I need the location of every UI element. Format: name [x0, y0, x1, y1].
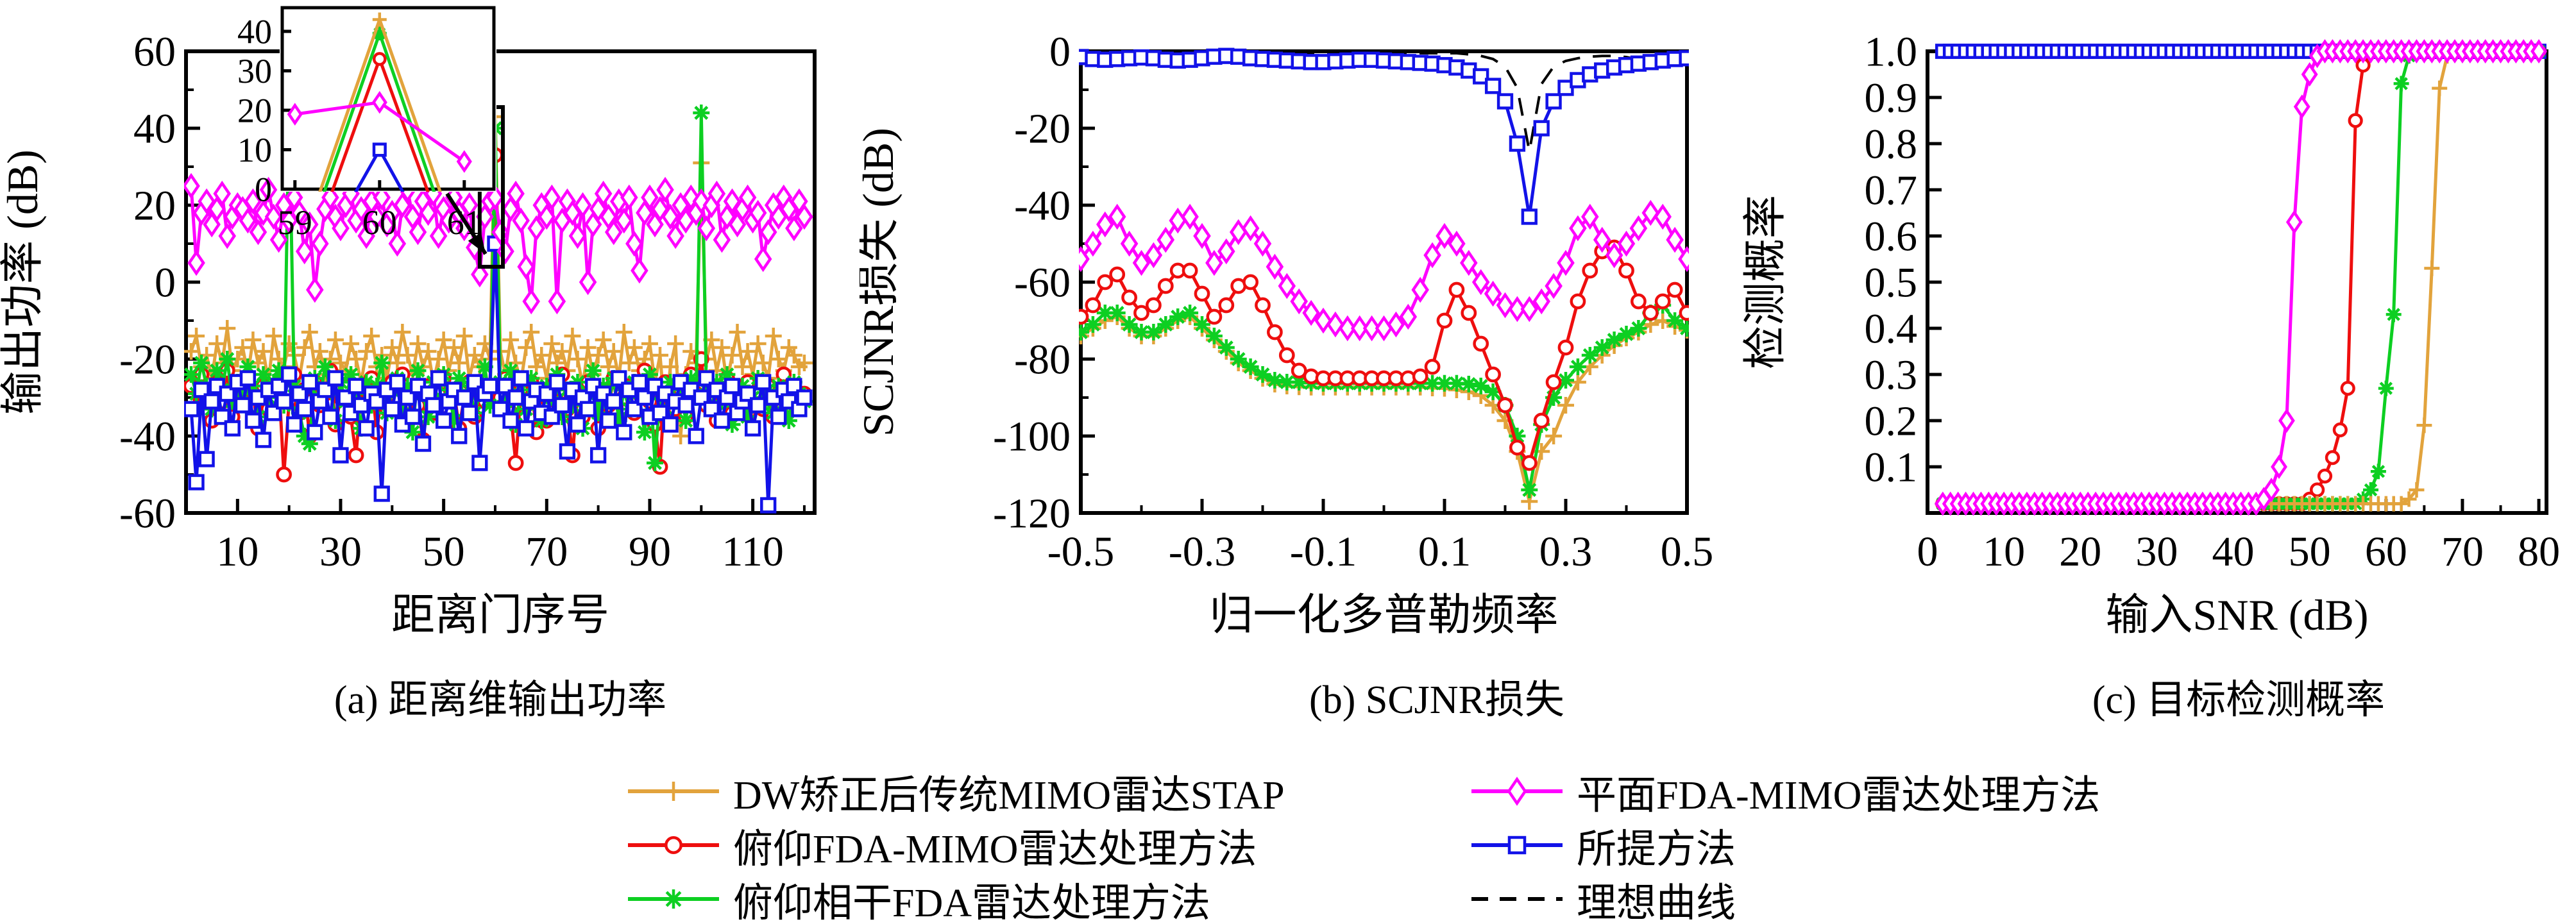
svg-text:输出功率 (dB): 输出功率 (dB): [0, 149, 47, 415]
legend-label-st: 所提方法: [1577, 828, 1736, 871]
chart-a-canvas: 10 30 50 70 90 110 -60 -40 -20 0 20 40 60 距离门序号 输出功率 (…: [0, 5, 817, 639]
svg-text:80: 80: [2518, 528, 2560, 575]
svg-text:-40: -40: [1014, 182, 1071, 229]
caption-c: (c) 目标检测概率: [2092, 678, 2385, 722]
svg-text:10: 10: [1983, 528, 2025, 575]
svg-text:30: 30: [319, 528, 362, 575]
svg-text:40: 40: [2212, 528, 2255, 575]
svg-text:SCJNR损失 (dB): SCJNR损失 (dB): [860, 128, 902, 437]
svg-text:-0.5: -0.5: [1047, 528, 1114, 575]
svg-text:0.2: 0.2: [1865, 398, 1918, 444]
legend-item-ideal: 理想曲线: [1469, 872, 2100, 924]
chart-b-canvas: -0.5 -0.3 -0.1 0.1 0.3 0.5 -120 -100 -80 -60 -40 -2…: [860, 28, 1714, 639]
chart-c-canvas: 0 10 20 30 40 50 60 70 800.10.20.30.40.50.60.70.…: [1741, 28, 2560, 639]
legend-label-fyxg: 俯仰相干FDA雷达处理方法: [733, 882, 1211, 924]
svg-text:40: 40: [133, 105, 176, 152]
svg-text:40: 40: [237, 12, 272, 51]
svg-text:-60: -60: [1014, 259, 1071, 306]
svg-text:50: 50: [423, 528, 465, 575]
svg-text:0: 0: [255, 170, 272, 208]
dw-line-sample-icon: [628, 782, 719, 801]
svg-text:-0.3: -0.3: [1169, 528, 1235, 575]
svg-text:50: 50: [2289, 528, 2331, 575]
svg-text:距离门序号: 距离门序号: [391, 591, 609, 639]
legend-item-pm: 平面FDA-MIMO雷达处理方法: [1469, 764, 2100, 818]
svg-text:-40: -40: [119, 413, 176, 460]
svg-text:60: 60: [362, 203, 397, 242]
svg-text:-100: -100: [993, 413, 1071, 460]
svg-text:-0.1: -0.1: [1290, 528, 1357, 575]
svg-text:0: 0: [1917, 528, 1938, 575]
svg-text:0.5: 0.5: [1865, 259, 1918, 306]
caption-b: (b) SCJNR损失: [1309, 678, 1564, 722]
svg-text:90: 90: [629, 528, 671, 575]
pm-line-sample-icon: [1471, 777, 1563, 806]
svg-text:10: 10: [237, 131, 272, 169]
svg-text:70: 70: [2441, 528, 2484, 575]
svg-text:归一化多普勒频率: 归一化多普勒频率: [1209, 591, 1558, 639]
svg-text:-80: -80: [1014, 336, 1071, 383]
svg-text:0: 0: [155, 259, 176, 306]
legend-label-fyfda: 俯仰FDA-MIMO雷达处理方法: [733, 828, 1257, 871]
legend-item-st: 所提方法: [1469, 818, 2100, 872]
svg-text:20: 20: [237, 91, 272, 130]
legend-label-dw: DW矫正后传统MIMO雷达STAP: [733, 774, 1285, 818]
svg-text:20: 20: [2059, 528, 2101, 575]
legend-item-fyfda: 俯仰FDA-MIMO雷达处理方法: [625, 818, 1285, 872]
caption-a: (a) 距离维输出功率: [334, 678, 667, 722]
chart-range-output-power: 10 30 50 70 90 110 -60 -40 -20 0 20 40 60 距离门序号 输出功率 (…: [0, 0, 859, 737]
fyfda-line-sample-icon: [628, 836, 719, 854]
chart-scjnr-loss: -0.5 -0.3 -0.1 0.1 0.3 0.5 -120 -100 -80 -60 -40 -2…: [860, 0, 1718, 737]
svg-text:检测概率: 检测概率: [1741, 195, 1790, 369]
svg-text:0.7: 0.7: [1865, 167, 1918, 214]
st-line-sample-icon: [1471, 836, 1563, 855]
svg-text:输入SNR (dB): 输入SNR (dB): [2106, 591, 2369, 639]
fyxg-line-sample-icon: [628, 889, 719, 909]
legend-column-right: 平面FDA-MIMO雷达处理方法 所提方法 理想曲线: [1469, 764, 2100, 924]
svg-text:0.3: 0.3: [1539, 528, 1593, 575]
svg-text:60: 60: [2365, 528, 2407, 575]
svg-text:-20: -20: [119, 336, 176, 383]
svg-text:-60: -60: [119, 490, 176, 537]
legend-item-dw: DW矫正后传统MIMO雷达STAP: [625, 764, 1285, 818]
svg-text:60: 60: [133, 28, 176, 75]
svg-text:0.1: 0.1: [1418, 528, 1471, 575]
svg-text:0.4: 0.4: [1865, 305, 1918, 352]
svg-text:30: 30: [2135, 528, 2178, 575]
svg-text:110: 110: [722, 528, 784, 575]
svg-text:1.0: 1.0: [1865, 28, 1918, 75]
svg-text:70: 70: [525, 528, 568, 575]
legend-label-ideal: 理想曲线: [1577, 882, 1736, 924]
svg-text:20: 20: [133, 182, 176, 229]
legend-column-left: DW矫正后传统MIMO雷达STAP 俯仰FDA-MIMO雷达处理方法 俯仰相干F…: [625, 764, 1285, 924]
legend-label-pm: 平面FDA-MIMO雷达处理方法: [1577, 774, 2101, 818]
svg-text:-20: -20: [1014, 105, 1071, 152]
svg-text:0.5: 0.5: [1661, 528, 1714, 575]
legend-item-fyxg: 俯仰相干FDA雷达处理方法: [625, 872, 1285, 924]
svg-text:30: 30: [237, 52, 272, 90]
svg-text:59: 59: [278, 203, 312, 242]
chart-detection-probability: 0 10 20 30 40 50 60 70 80 0.1 0.2 0.3 0.4 0.5 0.6 0.7 0.…: [1719, 0, 2576, 737]
svg-text:0.8: 0.8: [1865, 121, 1918, 167]
svg-text:0: 0: [1049, 28, 1071, 75]
svg-text:0.9: 0.9: [1865, 74, 1918, 121]
svg-text:0.1: 0.1: [1865, 444, 1918, 491]
svg-text:10: 10: [216, 528, 258, 575]
svg-text:-120: -120: [993, 490, 1071, 537]
ideal-dashed-line-sample-icon: [1471, 897, 1563, 901]
svg-text:0.6: 0.6: [1865, 213, 1918, 260]
svg-text:0.3: 0.3: [1865, 351, 1918, 398]
